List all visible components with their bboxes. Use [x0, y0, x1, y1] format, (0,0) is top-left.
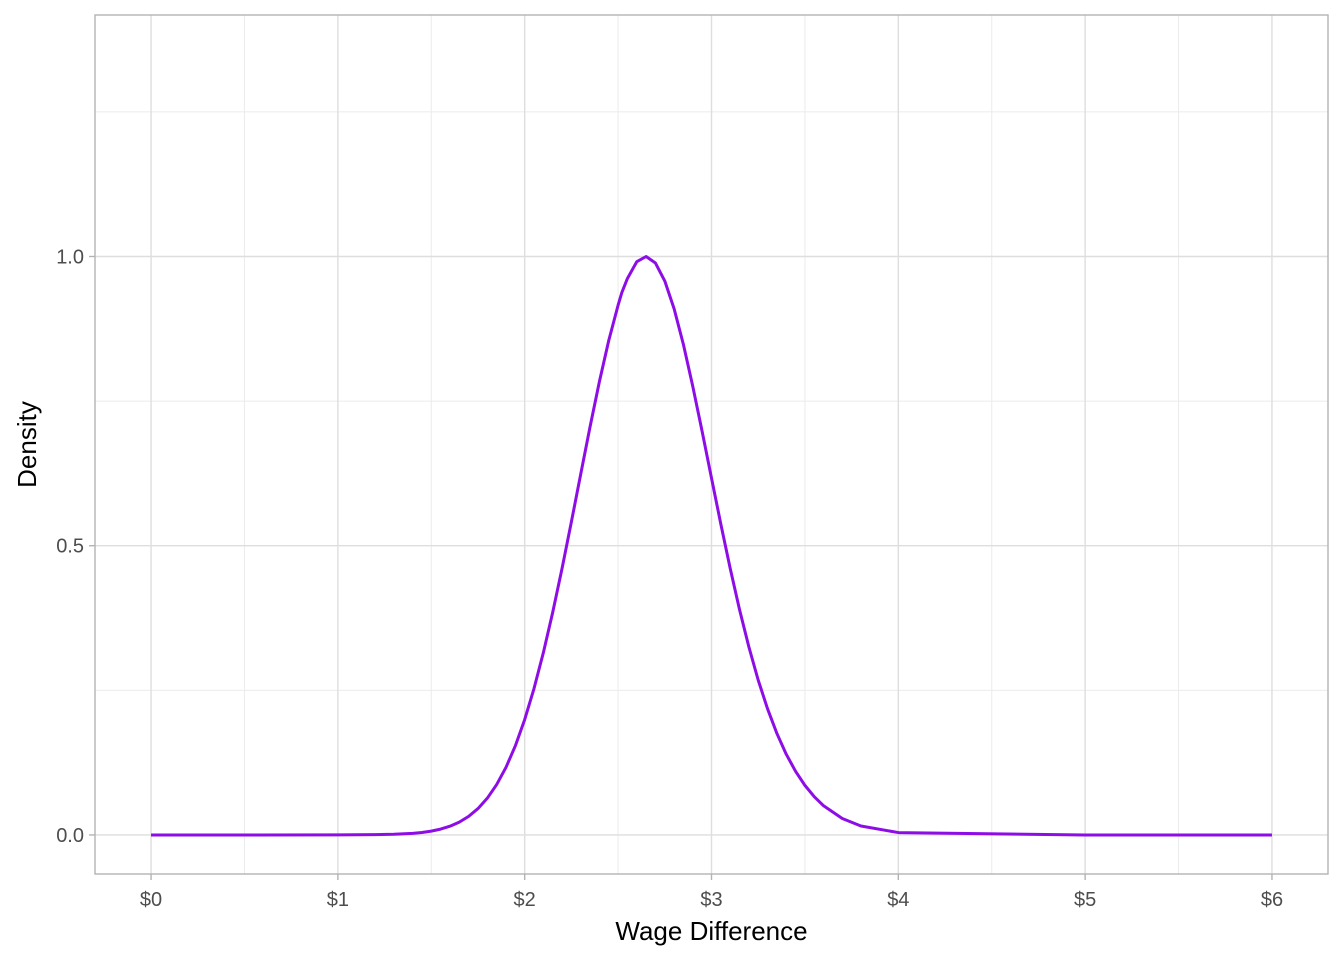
y-axis-title: Density — [12, 401, 42, 488]
x-tick-label: $0 — [140, 889, 162, 911]
x-tick-label: $3 — [700, 889, 722, 911]
x-tick-label: $6 — [1261, 889, 1283, 911]
y-tick-label: 0.5 — [56, 536, 84, 558]
y-axis-ticks: 0.0 0.5 1.0 — [56, 247, 95, 847]
y-tick-label: 1.0 — [56, 247, 84, 269]
series-layer — [151, 255, 1272, 837]
density-line — [151, 255, 1272, 837]
y-tick-label: 0.0 — [56, 825, 84, 847]
x-axis-ticks: $0 $1 $2 $3 $4 $5 $6 — [140, 874, 1283, 911]
major-gridlines — [95, 15, 1328, 874]
x-tick-label: $4 — [887, 889, 909, 911]
x-axis-title: Wage Difference — [615, 916, 807, 946]
x-tick-label: $5 — [1074, 889, 1096, 911]
x-tick-label: $2 — [514, 889, 536, 911]
x-tick-label: $1 — [327, 889, 349, 911]
